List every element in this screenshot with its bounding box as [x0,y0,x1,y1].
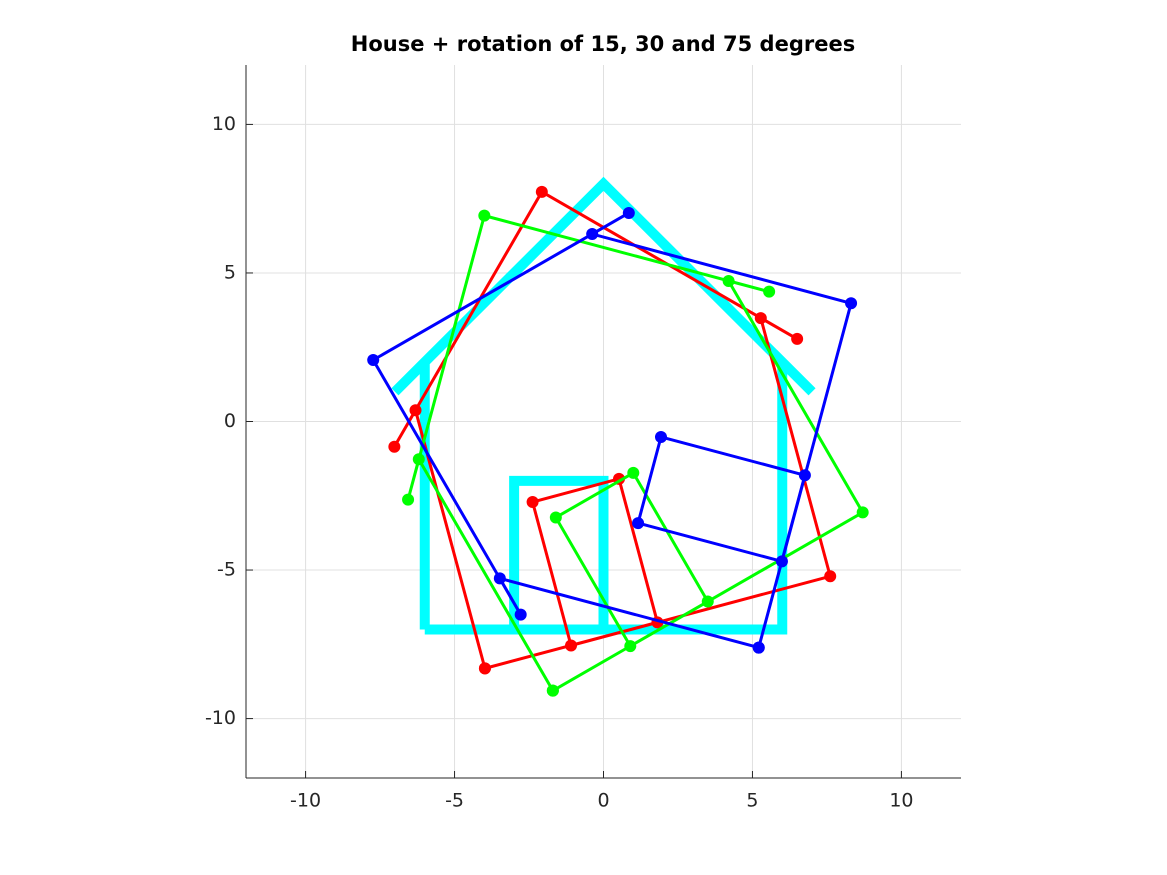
marker [535,185,548,198]
marker [546,684,559,697]
y-tick-label: 0 [224,410,236,432]
marker [412,453,425,466]
x-tick-label: -5 [445,790,464,812]
marker [791,332,804,345]
marker [856,506,869,519]
marker [402,493,415,506]
y-tick-label: 5 [224,261,236,283]
x-tick-label: 10 [889,790,913,812]
marker [478,209,491,222]
marker [627,466,640,479]
marker [478,662,491,675]
marker [514,608,527,621]
y-tick-label: -10 [205,707,236,729]
marker [798,469,811,482]
marker [754,312,767,325]
marker [701,595,714,608]
marker [824,570,837,583]
marker [565,639,578,652]
marker [752,641,765,654]
marker [763,285,776,298]
x-tick-label: 0 [597,790,609,812]
chart-title: House + rotation of 15, 30 and 75 degree… [351,32,855,56]
marker [493,572,506,585]
marker [845,297,858,310]
series-line [391,176,816,635]
x-tick-label: 5 [746,790,758,812]
marker [632,517,645,530]
marker [775,555,788,568]
marker [388,440,401,453]
x-tick-label: -10 [290,790,321,812]
marker [526,496,539,509]
series-line [393,189,833,670]
y-tick-label: -5 [217,559,236,581]
marker [622,206,635,219]
marker [549,511,562,524]
marker [624,640,637,653]
marker [586,228,599,241]
marker [367,354,380,367]
marker [409,404,422,417]
marker [654,430,667,443]
marker [722,274,735,287]
series-line [371,211,853,650]
y-tick-label: 10 [212,113,236,135]
